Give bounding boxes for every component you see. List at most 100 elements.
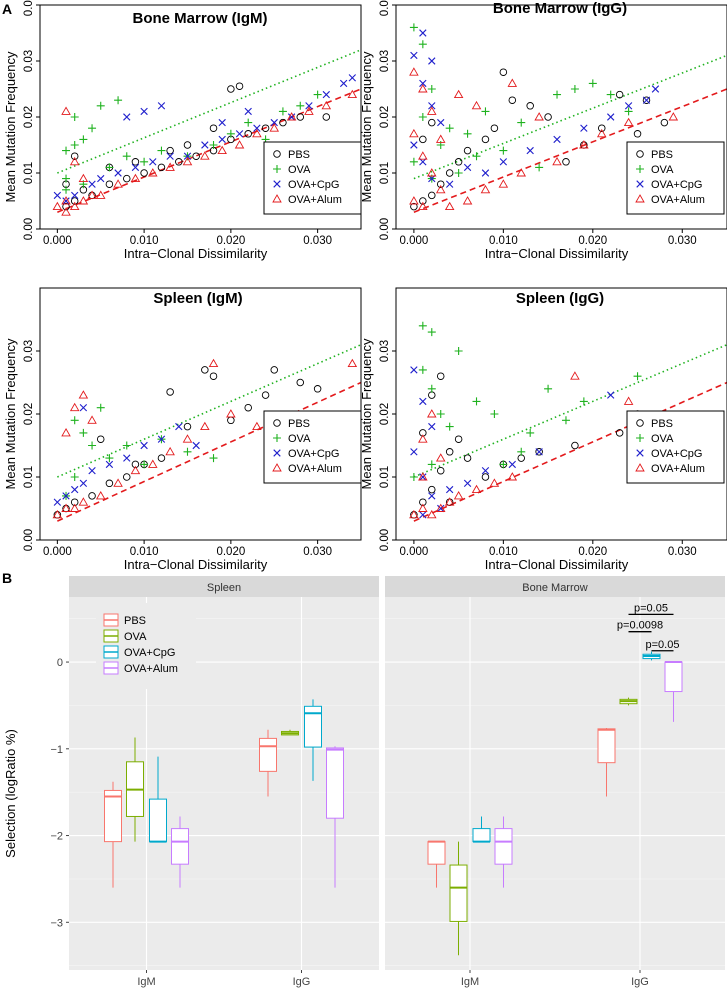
legend-marker (636, 419, 644, 427)
point-ova (409, 473, 418, 481)
x-tick-label: 0.000 (400, 546, 429, 558)
point-pbs (157, 454, 166, 462)
box-spleen-igg-ova-cpg (304, 699, 322, 781)
point-pbs (490, 124, 499, 132)
point-ova-cpg (428, 57, 436, 65)
legend-marker (273, 449, 281, 457)
reference-line-dotted (57, 343, 361, 478)
point-ova-cpg (53, 191, 62, 200)
point-pbs (499, 68, 508, 76)
point-ova (427, 460, 436, 469)
x-axis-label: Intra−Clonal Dissimilarity (485, 246, 629, 261)
y-tick-label: 0.02 (23, 403, 35, 425)
point-ova-cpg (642, 96, 651, 104)
panel-label-b: B (2, 570, 12, 586)
x-tick-label: 0.030 (303, 235, 332, 247)
point-ova-cpg (192, 441, 200, 450)
point-ova (183, 447, 192, 456)
point-ova-cpg (553, 135, 561, 144)
point-ova-cpg (419, 397, 427, 406)
point-ova-alum (435, 453, 446, 462)
point-pbs (166, 146, 174, 155)
point-ova-alum (668, 112, 679, 121)
legend-label: PBS (288, 149, 310, 161)
y-tick-label: 0.03 (23, 50, 35, 72)
point-ova-cpg (218, 135, 226, 144)
x-tick-label: IgG (293, 976, 311, 988)
y-axis-label: Mean Mutation Frequency (3, 51, 18, 203)
x-tick-label: 0.010 (130, 546, 159, 558)
box-body (304, 705, 322, 748)
point-pbs (526, 102, 534, 110)
point-ova (70, 113, 79, 121)
point-ova (579, 397, 588, 406)
point-ova-alum (435, 503, 446, 512)
point-ova-cpg (53, 498, 62, 506)
point-ova (544, 384, 553, 393)
point-ova (561, 416, 570, 425)
x-axis-label: Intra−Clonal Dissimilarity (124, 557, 268, 572)
point-ova (105, 454, 114, 463)
y-axis-label: Mean Mutation Frequency (359, 338, 374, 490)
point-ova-alum (596, 128, 607, 138)
point-pbs (410, 202, 418, 211)
point-ova-alum (427, 168, 437, 177)
legend-marker (636, 150, 644, 158)
point-pbs (131, 158, 140, 166)
y-axis-label: Mean Mutation Frequency (3, 338, 18, 490)
point-ova-alum (427, 509, 437, 519)
legend: PBS OVA OVA+CpG OVA+Alum (626, 141, 725, 215)
point-ova-cpg (157, 102, 166, 110)
point-ova-alum (87, 415, 97, 424)
reference-line-dashed (57, 381, 361, 522)
point-ova (62, 146, 71, 155)
box-bone-marrow-igm-ova (449, 841, 468, 956)
legend-label: OVA+CpG (651, 179, 702, 191)
legend-label: OVA (651, 433, 674, 445)
point-ova-cpg (624, 102, 633, 110)
facet-strip (385, 576, 725, 597)
point-ova-alum (418, 472, 428, 481)
point-ova-cpg (175, 422, 183, 431)
point-ova-cpg (445, 485, 454, 494)
point-ova (526, 428, 535, 437)
point-pbs (535, 448, 543, 456)
point-ova (499, 460, 508, 469)
point-pbs (428, 485, 436, 494)
point-ova-cpg (218, 118, 226, 127)
legend-marker (636, 434, 644, 442)
box-spleen-igm-pbs (104, 781, 122, 888)
point-pbs (296, 378, 305, 387)
point-ova (122, 441, 131, 450)
point-ova (418, 321, 427, 330)
point-ova-alum (182, 156, 193, 166)
point-pbs (209, 372, 218, 380)
point-ova-cpg (410, 141, 418, 149)
box-spleen-igm-ova-cpg (149, 756, 167, 843)
legend-marker (273, 434, 281, 442)
p-value-label: p=0.0098 (617, 620, 663, 632)
point-ova-cpg (183, 152, 192, 160)
point-ova (313, 90, 322, 99)
point-ova-alum (427, 106, 437, 115)
point-ova-alum (113, 478, 123, 487)
point-ova (226, 129, 235, 138)
point-ova-cpg (580, 124, 588, 132)
point-ova-cpg (535, 448, 543, 456)
point-pbs (454, 435, 463, 443)
point-ova-alum (200, 421, 210, 431)
point-ova-alum (61, 207, 71, 216)
y-tick-label: 0 (57, 657, 63, 669)
point-pbs (296, 113, 305, 121)
point-ova-alum (347, 358, 358, 368)
point-ova-cpg (419, 473, 427, 481)
point-ova-alum (489, 478, 500, 487)
point-pbs (244, 130, 252, 138)
point-pbs (96, 435, 105, 443)
point-ova-alum (471, 484, 482, 494)
point-ova-cpg (419, 79, 427, 88)
point-pbs (183, 141, 192, 149)
point-pbs (428, 191, 436, 200)
point-pbs (615, 429, 624, 437)
x-tick-label: 0.020 (216, 546, 245, 558)
